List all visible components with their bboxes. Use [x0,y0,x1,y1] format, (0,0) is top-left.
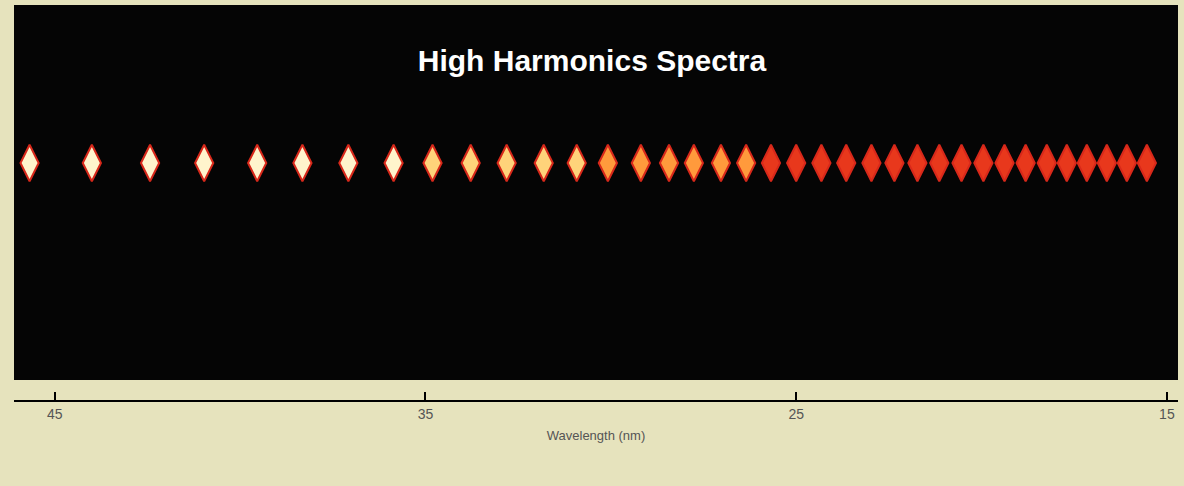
svg-text:High Harmonics Spectra: High Harmonics Spectra [418,44,767,77]
svg-text:Wavelength (nm): Wavelength (nm) [547,428,646,443]
svg-text:15: 15 [1159,406,1175,422]
svg-text:35: 35 [418,406,434,422]
svg-text:45: 45 [47,406,63,422]
svg-text:25: 25 [788,406,804,422]
